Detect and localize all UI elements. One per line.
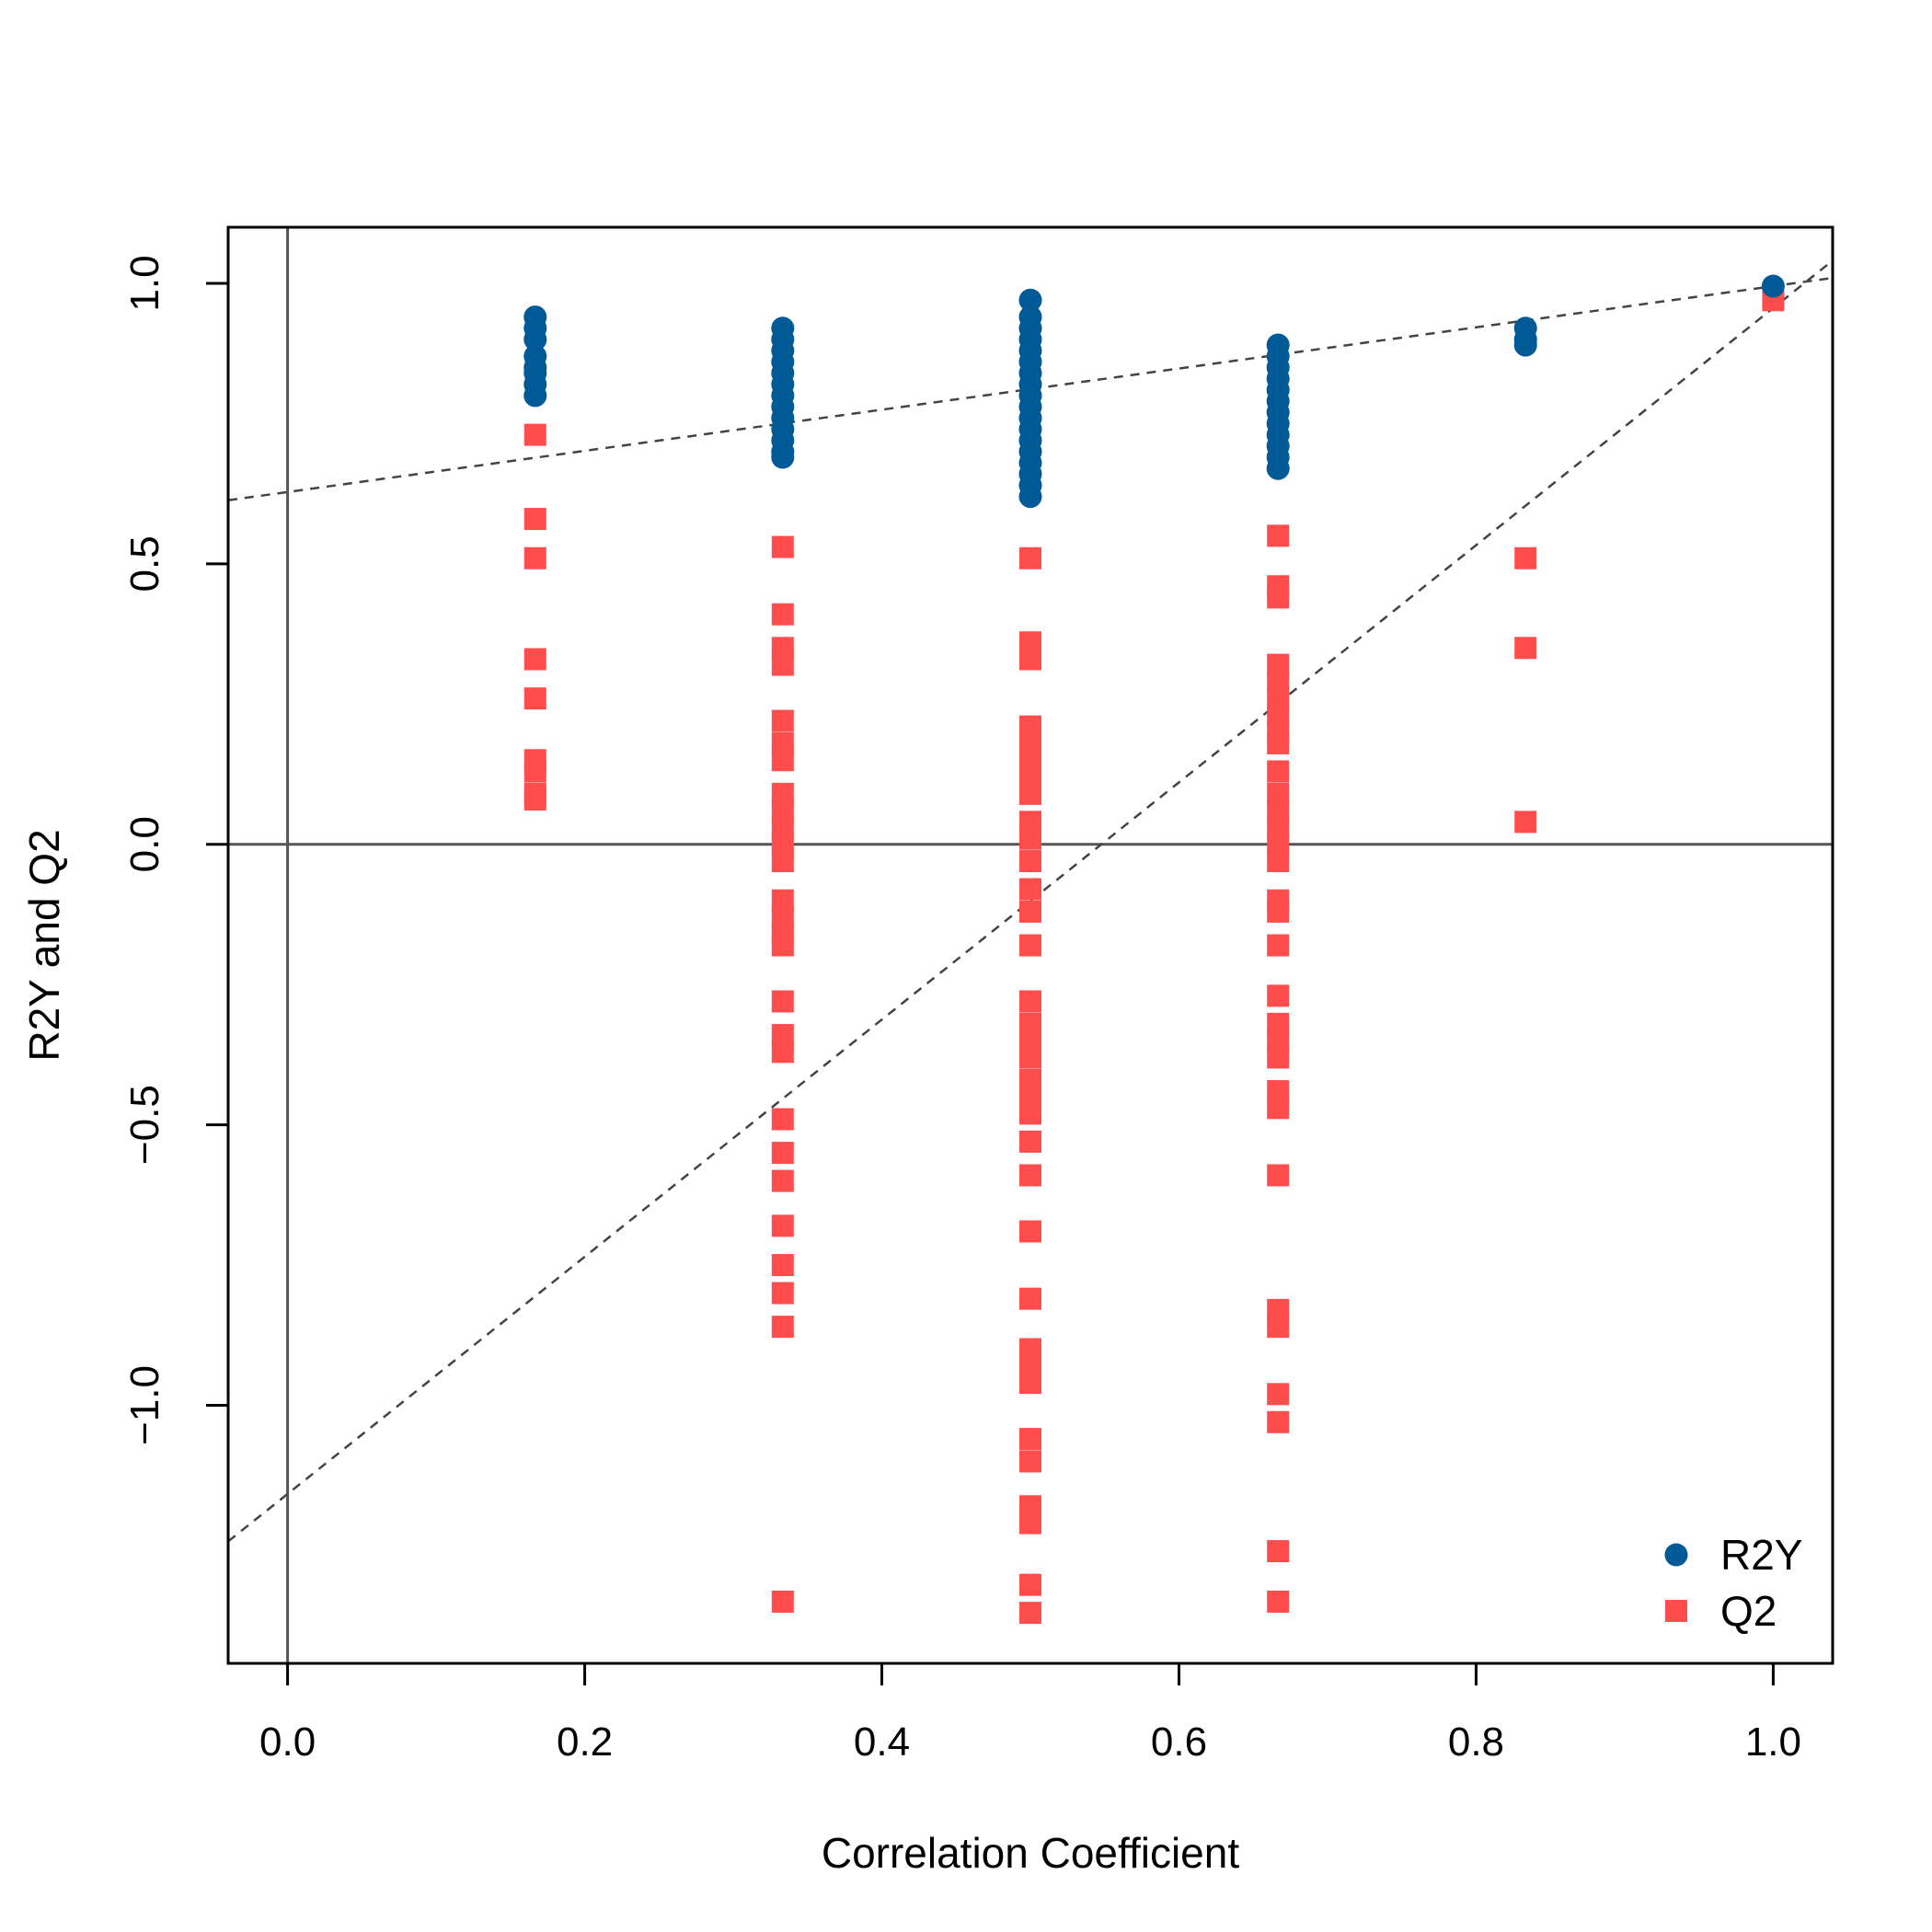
r2y-point: [1018, 288, 1042, 312]
q2-point: [523, 760, 546, 783]
q2-point: [1267, 1410, 1290, 1433]
q2-point: [1267, 731, 1290, 754]
r2y-point: [1018, 485, 1042, 509]
y-tick-label: 1.0: [122, 255, 167, 311]
q2-point: [1267, 760, 1290, 783]
q2-point: [771, 1214, 794, 1237]
x-tick-label: 0.8: [1448, 1719, 1504, 1765]
q2-point: [771, 1169, 794, 1192]
x-tick-label: 1.0: [1745, 1719, 1801, 1765]
q2-point: [771, 1282, 794, 1305]
legend-r2y-marker: [1664, 1543, 1688, 1567]
q2-series: [523, 289, 1785, 1625]
r2y-point: [1266, 456, 1290, 480]
q2-point: [1019, 1130, 1041, 1153]
x-tick-label: 0.2: [557, 1719, 613, 1765]
q2-point: [1267, 850, 1290, 873]
r2y-point: [1513, 333, 1537, 357]
q2-point: [771, 603, 794, 626]
q2-point: [1019, 546, 1041, 569]
y-tick-label: 0.5: [122, 535, 167, 592]
q2-point: [1019, 1102, 1041, 1125]
y-axis-label: R2Y and Q2: [20, 829, 68, 1061]
q2-point: [1267, 586, 1290, 609]
q2-point: [1267, 1316, 1290, 1339]
q2-point: [523, 423, 546, 446]
r2y-series: [523, 274, 1785, 509]
y-tick-label: −0.5: [122, 1085, 167, 1165]
q2-point: [1019, 1372, 1041, 1395]
q2-point: [523, 788, 546, 811]
q2-point: [1019, 648, 1041, 671]
legend-q2-marker: [1665, 1600, 1687, 1622]
q2-point: [1019, 1450, 1041, 1473]
x-axis-label: Correlation Coefficient: [822, 1829, 1239, 1877]
q2-point: [771, 1590, 794, 1613]
q2-point: [771, 535, 794, 558]
regression-line-r2y: [228, 276, 1833, 501]
y-tick-label: −1.0: [122, 1365, 167, 1445]
q2-point: [1019, 900, 1041, 923]
q2-point: [523, 648, 546, 671]
q2-point: [771, 1108, 794, 1131]
q2-point: [1267, 1383, 1290, 1406]
q2-point: [1019, 827, 1041, 850]
legend-r2y-label: R2Y: [1720, 1531, 1802, 1579]
q2-point: [1267, 984, 1290, 1007]
q2-point: [523, 546, 546, 569]
q2-point: [771, 749, 794, 772]
q2-point: [1019, 1573, 1041, 1596]
q2-point: [1514, 546, 1537, 569]
q2-point: [1019, 850, 1041, 873]
q2-point: [1267, 1590, 1290, 1613]
r2y-point: [771, 445, 795, 469]
q2-point: [771, 934, 794, 957]
q2-point: [1019, 1602, 1041, 1625]
r2y-point: [1761, 274, 1785, 298]
q2-point: [1267, 1097, 1290, 1120]
y-axis: −1.0 −0.5 0.0 0.5 1.0: [122, 255, 230, 1445]
q2-point: [523, 508, 546, 531]
r2y-point: [523, 328, 547, 351]
q2-point: [771, 709, 794, 732]
q2-point: [1019, 878, 1041, 901]
q2-point: [771, 1142, 794, 1165]
q2-point: [771, 990, 794, 1013]
q2-point: [1019, 1512, 1041, 1535]
q2-point: [1267, 934, 1290, 957]
q2-point: [1267, 1540, 1290, 1563]
x-tick-label: 0.4: [854, 1719, 910, 1765]
q2-point: [1267, 900, 1290, 923]
q2-point: [1019, 1287, 1041, 1310]
q2-point: [1267, 1046, 1290, 1069]
q2-point: [1019, 1428, 1041, 1451]
q2-point: [1019, 1220, 1041, 1243]
r2y-point: [523, 384, 547, 408]
x-tick-label: 0.6: [1151, 1719, 1207, 1765]
q2-point: [771, 1254, 794, 1277]
q2-point: [1019, 1046, 1041, 1069]
q2-point: [1267, 1164, 1290, 1187]
q2-point: [771, 1316, 794, 1339]
q2-point: [1514, 637, 1537, 660]
q2-point: [1019, 782, 1041, 805]
q2-point: [1514, 811, 1537, 834]
q2-point: [523, 687, 546, 710]
y-tick-label: 0.0: [122, 816, 167, 872]
q2-point: [1019, 934, 1041, 957]
regression-line-q2: [228, 259, 1833, 1543]
x-tick-label: 0.0: [259, 1719, 316, 1765]
q2-point: [771, 850, 794, 873]
legend-q2-label: Q2: [1720, 1587, 1777, 1635]
q2-point: [1019, 990, 1041, 1013]
q2-point: [771, 1041, 794, 1064]
legend: R2Y Q2: [1664, 1531, 1802, 1635]
x-axis: 0.0 0.2 0.4 0.6 0.8 1.0: [259, 1662, 1801, 1765]
q2-point: [1019, 1164, 1041, 1187]
q2-point: [771, 653, 794, 676]
regression-lines: [228, 259, 1833, 1543]
q2-point: [1267, 524, 1290, 547]
